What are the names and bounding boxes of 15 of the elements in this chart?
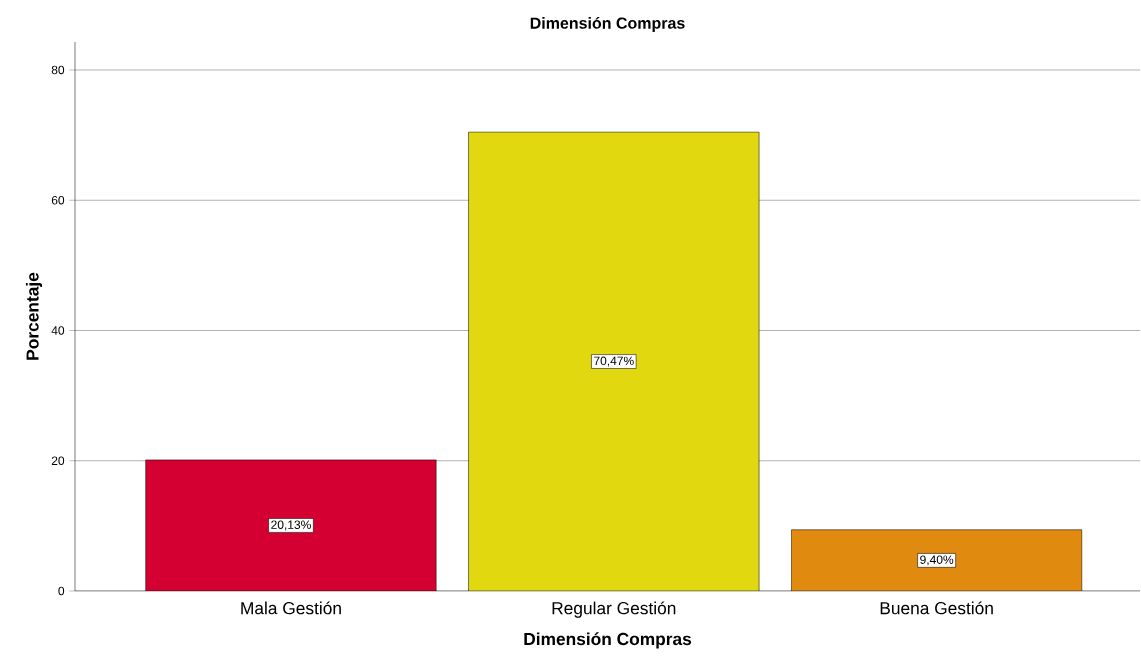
bar: [791, 529, 1083, 591]
y-tick-label: 80: [51, 65, 65, 75]
chart-title: Dimensión Compras: [530, 16, 685, 32]
data-label: 9,40%: [920, 555, 954, 566]
y-tick-label: 40: [51, 326, 65, 335]
y-tick-label: 20: [51, 456, 65, 466]
data-label: 70,47%: [594, 356, 634, 367]
y-tick-label: 60: [51, 195, 65, 205]
x-axis-title: Dimensión Compras: [524, 632, 692, 649]
x-tick-label: Regular Gestión: [552, 601, 676, 618]
x-tick-label: Mala Gestión: [241, 601, 341, 615]
y-axis-title: Porcentaje: [25, 272, 43, 360]
x-tick-label: Buena Gestión: [880, 601, 993, 615]
y-tick-label: 0: [58, 586, 65, 596]
data-label: 20,13%: [271, 520, 311, 531]
